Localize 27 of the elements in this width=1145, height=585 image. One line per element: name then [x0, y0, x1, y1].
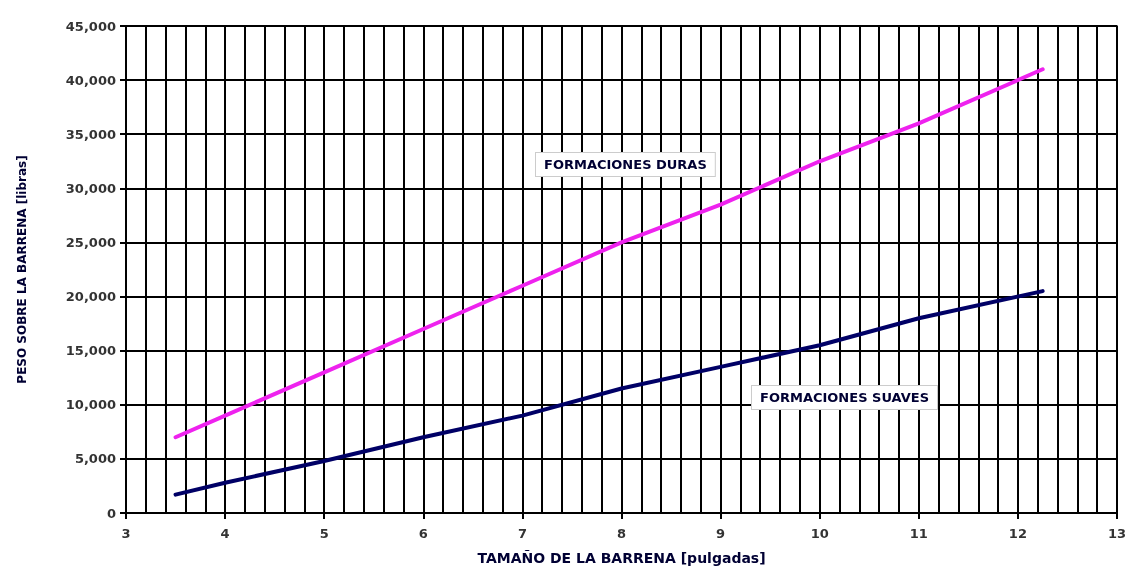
x-tick-label: 3 [121, 526, 131, 541]
text: FORMACIONES SUAVES [760, 390, 930, 405]
y-tick-label: 30,000 [65, 180, 116, 196]
y-tick-label: 0 [106, 505, 116, 521]
line-series [173, 67, 1045, 440]
y-tick-label: 25,000 [65, 234, 116, 250]
x-tick-label: 7 [517, 526, 527, 541]
y-tick-label: 15,000 [65, 343, 116, 359]
text: FORMACIONES DURAS [544, 157, 707, 172]
y-tick-label: 5,000 [74, 451, 116, 467]
y-tick-label: 20,000 [65, 289, 116, 305]
y-tick-label: 10,000 [65, 397, 116, 413]
x-tick-label: 4 [220, 526, 230, 541]
y-tick-label: 45,000 [65, 18, 116, 34]
x-tick-label: 12 [1008, 526, 1027, 541]
x-tick-label: 10 [810, 526, 829, 541]
y-tick-label: 40,000 [65, 72, 116, 88]
x-tick-label: 5 [319, 526, 329, 541]
x-tick-label: 9 [716, 526, 726, 541]
x-axis-title: TAMAÑO DE LA BARRENA [pulgadas] [477, 550, 766, 566]
x-tick-label: 8 [616, 526, 627, 541]
y-axis-title: PESO SOBRE LA BARRENA [libras] [15, 155, 29, 384]
y-tick-label: 35,000 [65, 126, 116, 142]
line-series [173, 289, 1045, 497]
x-tick-label: 11 [909, 526, 928, 541]
x-tick-label: 6 [418, 526, 428, 541]
x-tick-label: 13 [1107, 526, 1127, 541]
